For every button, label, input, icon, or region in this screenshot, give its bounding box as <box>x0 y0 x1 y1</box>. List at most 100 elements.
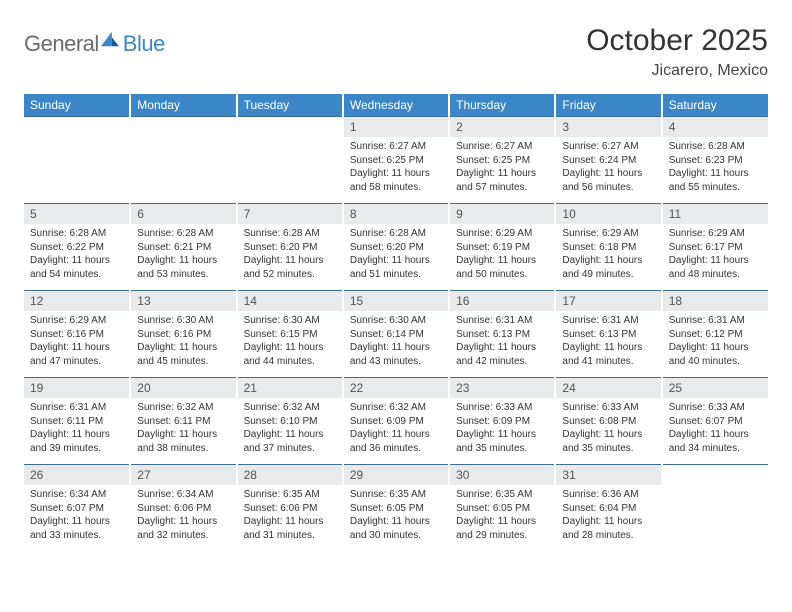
day-cell: 4Sunrise: 6:28 AMSunset: 6:23 PMDaylight… <box>662 116 768 202</box>
day-details: Sunrise: 6:28 AMSunset: 6:20 PMDaylight:… <box>344 224 448 287</box>
logo-triangle-icon <box>99 30 121 48</box>
day-details: Sunrise: 6:31 AMSunset: 6:13 PMDaylight:… <box>556 311 660 374</box>
day-number: 16 <box>450 290 554 311</box>
day-cell: 26Sunrise: 6:34 AMSunset: 6:07 PMDayligh… <box>24 463 130 550</box>
day-details: Sunrise: 6:34 AMSunset: 6:06 PMDaylight:… <box>131 485 235 548</box>
day-details: Sunrise: 6:28 AMSunset: 6:20 PMDaylight:… <box>238 224 342 287</box>
day-number: 13 <box>131 290 235 311</box>
day-number: 6 <box>131 203 235 224</box>
logo-text-blue: Blue <box>123 31 165 57</box>
day-cell: 30Sunrise: 6:35 AMSunset: 6:05 PMDayligh… <box>449 463 555 550</box>
day-cell: 3Sunrise: 6:27 AMSunset: 6:24 PMDaylight… <box>555 116 661 202</box>
page-header: General Blue October 2025 Jicarero, Mexi… <box>24 24 768 80</box>
day-cell: 29Sunrise: 6:35 AMSunset: 6:05 PMDayligh… <box>343 463 449 550</box>
day-number: 5 <box>24 203 129 224</box>
calendar-table: SundayMondayTuesdayWednesdayThursdayFrid… <box>24 94 768 551</box>
day-details: Sunrise: 6:28 AMSunset: 6:21 PMDaylight:… <box>131 224 235 287</box>
day-number: 7 <box>238 203 342 224</box>
calendar-page: General Blue October 2025 Jicarero, Mexi… <box>0 0 792 551</box>
day-details: Sunrise: 6:35 AMSunset: 6:06 PMDaylight:… <box>238 485 342 548</box>
calendar-body: 1Sunrise: 6:27 AMSunset: 6:25 PMDaylight… <box>24 116 768 550</box>
day-header: Sunday <box>24 94 130 116</box>
day-cell: 6Sunrise: 6:28 AMSunset: 6:21 PMDaylight… <box>130 202 236 289</box>
day-details: Sunrise: 6:31 AMSunset: 6:11 PMDaylight:… <box>24 398 129 461</box>
day-number: 24 <box>556 377 660 398</box>
day-number: 11 <box>663 203 768 224</box>
day-cell: 31Sunrise: 6:36 AMSunset: 6:04 PMDayligh… <box>555 463 661 550</box>
month-title: October 2025 <box>586 24 768 58</box>
day-details: Sunrise: 6:28 AMSunset: 6:22 PMDaylight:… <box>24 224 129 287</box>
day-cell: 27Sunrise: 6:34 AMSunset: 6:06 PMDayligh… <box>130 463 236 550</box>
day-header: Friday <box>555 94 661 116</box>
day-cell: 7Sunrise: 6:28 AMSunset: 6:20 PMDaylight… <box>237 202 343 289</box>
day-number: 29 <box>344 464 448 485</box>
day-cell: 13Sunrise: 6:30 AMSunset: 6:16 PMDayligh… <box>130 289 236 376</box>
day-number: 2 <box>450 116 554 137</box>
day-cell: 17Sunrise: 6:31 AMSunset: 6:13 PMDayligh… <box>555 289 661 376</box>
day-cell <box>130 116 236 202</box>
day-cell: 25Sunrise: 6:33 AMSunset: 6:07 PMDayligh… <box>662 376 768 463</box>
day-details: Sunrise: 6:27 AMSunset: 6:25 PMDaylight:… <box>450 137 554 200</box>
day-details: Sunrise: 6:30 AMSunset: 6:16 PMDaylight:… <box>131 311 235 374</box>
day-cell: 16Sunrise: 6:31 AMSunset: 6:13 PMDayligh… <box>449 289 555 376</box>
day-details: Sunrise: 6:32 AMSunset: 6:11 PMDaylight:… <box>131 398 235 461</box>
day-number: 20 <box>131 377 235 398</box>
day-cell: 18Sunrise: 6:31 AMSunset: 6:12 PMDayligh… <box>662 289 768 376</box>
day-number: 15 <box>344 290 448 311</box>
day-header: Tuesday <box>237 94 343 116</box>
day-cell: 11Sunrise: 6:29 AMSunset: 6:17 PMDayligh… <box>662 202 768 289</box>
day-number: 14 <box>238 290 342 311</box>
day-details: Sunrise: 6:27 AMSunset: 6:24 PMDaylight:… <box>556 137 660 200</box>
day-number: 4 <box>663 116 768 137</box>
day-cell: 15Sunrise: 6:30 AMSunset: 6:14 PMDayligh… <box>343 289 449 376</box>
day-details: Sunrise: 6:30 AMSunset: 6:15 PMDaylight:… <box>238 311 342 374</box>
day-details: Sunrise: 6:30 AMSunset: 6:14 PMDaylight:… <box>344 311 448 374</box>
day-header: Thursday <box>449 94 555 116</box>
week-row: 26Sunrise: 6:34 AMSunset: 6:07 PMDayligh… <box>24 463 768 550</box>
day-cell: 22Sunrise: 6:32 AMSunset: 6:09 PMDayligh… <box>343 376 449 463</box>
day-cell: 8Sunrise: 6:28 AMSunset: 6:20 PMDaylight… <box>343 202 449 289</box>
logo-text-general: General <box>24 31 99 57</box>
day-cell: 23Sunrise: 6:33 AMSunset: 6:09 PMDayligh… <box>449 376 555 463</box>
day-cell: 2Sunrise: 6:27 AMSunset: 6:25 PMDaylight… <box>449 116 555 202</box>
day-details: Sunrise: 6:32 AMSunset: 6:10 PMDaylight:… <box>238 398 342 461</box>
day-details: Sunrise: 6:31 AMSunset: 6:13 PMDaylight:… <box>450 311 554 374</box>
day-number: 18 <box>663 290 768 311</box>
title-block: October 2025 Jicarero, Mexico <box>586 24 768 80</box>
day-cell: 24Sunrise: 6:33 AMSunset: 6:08 PMDayligh… <box>555 376 661 463</box>
day-header: Monday <box>130 94 236 116</box>
day-details: Sunrise: 6:33 AMSunset: 6:07 PMDaylight:… <box>663 398 768 461</box>
day-details: Sunrise: 6:33 AMSunset: 6:08 PMDaylight:… <box>556 398 660 461</box>
week-row: 19Sunrise: 6:31 AMSunset: 6:11 PMDayligh… <box>24 376 768 463</box>
day-details: Sunrise: 6:35 AMSunset: 6:05 PMDaylight:… <box>450 485 554 548</box>
day-number: 3 <box>556 116 660 137</box>
day-cell: 5Sunrise: 6:28 AMSunset: 6:22 PMDaylight… <box>24 202 130 289</box>
day-cell <box>662 463 768 550</box>
day-details: Sunrise: 6:32 AMSunset: 6:09 PMDaylight:… <box>344 398 448 461</box>
day-number: 27 <box>131 464 235 485</box>
day-details: Sunrise: 6:36 AMSunset: 6:04 PMDaylight:… <box>556 485 660 548</box>
day-details: Sunrise: 6:29 AMSunset: 6:17 PMDaylight:… <box>663 224 768 287</box>
day-number: 25 <box>663 377 768 398</box>
day-cell: 9Sunrise: 6:29 AMSunset: 6:19 PMDaylight… <box>449 202 555 289</box>
day-number: 8 <box>344 203 448 224</box>
day-cell: 28Sunrise: 6:35 AMSunset: 6:06 PMDayligh… <box>237 463 343 550</box>
week-row: 5Sunrise: 6:28 AMSunset: 6:22 PMDaylight… <box>24 202 768 289</box>
day-header: Saturday <box>662 94 768 116</box>
day-details: Sunrise: 6:35 AMSunset: 6:05 PMDaylight:… <box>344 485 448 548</box>
day-cell: 21Sunrise: 6:32 AMSunset: 6:10 PMDayligh… <box>237 376 343 463</box>
week-row: 1Sunrise: 6:27 AMSunset: 6:25 PMDaylight… <box>24 116 768 202</box>
logo: General Blue <box>24 30 165 58</box>
day-number: 31 <box>556 464 660 485</box>
day-number: 28 <box>238 464 342 485</box>
day-number: 22 <box>344 377 448 398</box>
day-cell <box>237 116 343 202</box>
day-number: 26 <box>24 464 129 485</box>
day-number: 19 <box>24 377 129 398</box>
day-details: Sunrise: 6:29 AMSunset: 6:19 PMDaylight:… <box>450 224 554 287</box>
day-details: Sunrise: 6:31 AMSunset: 6:12 PMDaylight:… <box>663 311 768 374</box>
day-details: Sunrise: 6:29 AMSunset: 6:16 PMDaylight:… <box>24 311 129 374</box>
day-number: 12 <box>24 290 129 311</box>
week-row: 12Sunrise: 6:29 AMSunset: 6:16 PMDayligh… <box>24 289 768 376</box>
calendar-header-row: SundayMondayTuesdayWednesdayThursdayFrid… <box>24 94 768 116</box>
